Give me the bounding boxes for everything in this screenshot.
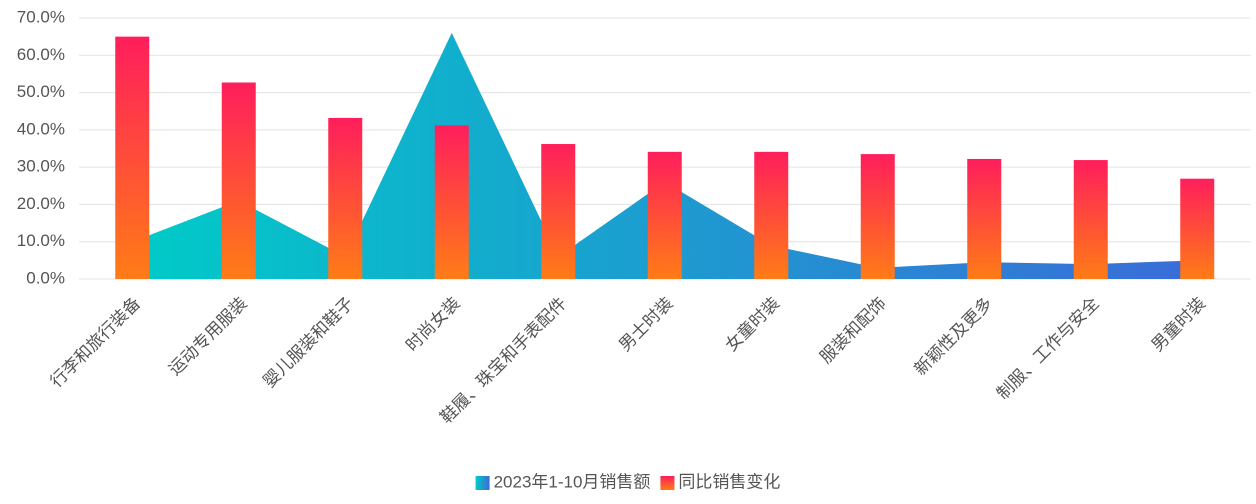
y-tick-label: 40.0% bbox=[17, 119, 65, 138]
x-tick-label: 运动专用服装 bbox=[165, 294, 251, 380]
x-tick-label: 男童时装 bbox=[1148, 294, 1210, 356]
x-tick-label: 男士时装 bbox=[615, 294, 677, 356]
y-tick-label: 0.0% bbox=[26, 268, 65, 287]
legend-label: 同比销售变化 bbox=[678, 472, 780, 491]
legend: 2023年1-10月销售额 同比销售变化 bbox=[475, 472, 780, 491]
bar bbox=[1180, 178, 1215, 279]
y-tick-label: 70.0% bbox=[17, 7, 65, 26]
y-tick-label: 20.0% bbox=[17, 194, 65, 213]
bar bbox=[1073, 160, 1108, 279]
y-tick-label: 10.0% bbox=[17, 231, 65, 250]
bar bbox=[860, 154, 895, 279]
legend-swatch bbox=[475, 476, 490, 490]
bar bbox=[967, 158, 1002, 279]
x-tick-label: 婴儿服装和鞋子 bbox=[260, 294, 358, 392]
area bbox=[132, 32, 1198, 279]
x-tick-label: 制服、工作与安全 bbox=[993, 294, 1103, 404]
x-tick-label: 行李和旅行装备 bbox=[47, 294, 145, 392]
x-tick-label: 新颖性及更多 bbox=[911, 294, 997, 380]
legend-label: 2023年1-10月销售额 bbox=[494, 472, 651, 491]
bar bbox=[541, 144, 576, 279]
bar bbox=[434, 125, 469, 279]
x-tick-label: 女童时装 bbox=[722, 294, 784, 356]
legend-swatch bbox=[660, 476, 675, 490]
bar bbox=[754, 151, 789, 279]
y-tick-label: 60.0% bbox=[17, 45, 65, 64]
bar bbox=[115, 36, 150, 280]
bar bbox=[647, 151, 682, 279]
y-tick-label: 30.0% bbox=[17, 157, 65, 176]
y-tick-label: 50.0% bbox=[17, 82, 65, 101]
bar bbox=[328, 117, 363, 279]
x-tick-label: 服装和配饰 bbox=[816, 294, 890, 368]
x-tick-label: 时尚女装 bbox=[402, 294, 464, 356]
bar bbox=[221, 82, 256, 279]
